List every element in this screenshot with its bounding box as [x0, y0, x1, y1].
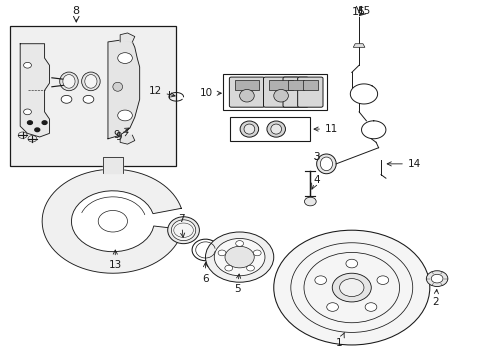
- Ellipse shape: [167, 217, 199, 244]
- Circle shape: [430, 274, 442, 283]
- Circle shape: [23, 62, 31, 68]
- Ellipse shape: [320, 157, 332, 171]
- Circle shape: [224, 265, 232, 271]
- Polygon shape: [42, 169, 183, 273]
- Ellipse shape: [84, 75, 97, 88]
- Circle shape: [304, 197, 316, 206]
- FancyBboxPatch shape: [263, 77, 298, 107]
- Polygon shape: [108, 40, 140, 139]
- Ellipse shape: [273, 89, 288, 102]
- Ellipse shape: [83, 95, 94, 103]
- Circle shape: [339, 279, 363, 297]
- Circle shape: [118, 53, 132, 63]
- Circle shape: [273, 230, 429, 345]
- FancyBboxPatch shape: [283, 77, 308, 107]
- Circle shape: [253, 250, 261, 256]
- Bar: [10, 26, 176, 166]
- Circle shape: [98, 211, 127, 232]
- Text: 7: 7: [178, 215, 184, 237]
- Circle shape: [326, 303, 338, 311]
- Circle shape: [345, 259, 357, 268]
- Text: 9: 9: [113, 128, 129, 140]
- Text: 10: 10: [199, 88, 221, 98]
- Circle shape: [218, 250, 225, 256]
- Ellipse shape: [60, 72, 78, 91]
- Circle shape: [331, 273, 370, 302]
- Circle shape: [27, 121, 32, 125]
- Ellipse shape: [316, 154, 335, 174]
- Ellipse shape: [270, 124, 281, 134]
- Ellipse shape: [240, 121, 258, 137]
- Ellipse shape: [113, 82, 122, 91]
- Text: 3: 3: [313, 152, 319, 162]
- Bar: [302, 80, 318, 90]
- Polygon shape: [20, 44, 49, 137]
- Ellipse shape: [81, 72, 100, 91]
- Text: 13: 13: [108, 250, 122, 270]
- FancyBboxPatch shape: [297, 77, 323, 107]
- Circle shape: [235, 240, 243, 246]
- Circle shape: [314, 276, 326, 284]
- Text: 14: 14: [386, 159, 420, 169]
- Text: 1: 1: [336, 333, 344, 348]
- Ellipse shape: [171, 220, 195, 240]
- Polygon shape: [120, 135, 135, 144]
- Polygon shape: [103, 157, 122, 173]
- Circle shape: [376, 276, 388, 284]
- Text: 15: 15: [357, 6, 370, 17]
- FancyBboxPatch shape: [229, 77, 264, 107]
- Text: 15: 15: [351, 7, 366, 17]
- Ellipse shape: [61, 95, 72, 103]
- Circle shape: [365, 303, 376, 311]
- Text: 12: 12: [148, 86, 175, 97]
- Bar: [287, 80, 303, 90]
- Ellipse shape: [266, 121, 285, 137]
- Bar: [234, 80, 259, 90]
- Polygon shape: [352, 44, 364, 47]
- Text: 8: 8: [73, 6, 80, 17]
- Ellipse shape: [63, 75, 75, 88]
- Circle shape: [246, 265, 254, 271]
- Text: 9: 9: [115, 132, 128, 142]
- Text: 4: 4: [313, 175, 319, 185]
- Circle shape: [42, 121, 47, 125]
- Text: 5: 5: [233, 274, 240, 294]
- Circle shape: [205, 232, 273, 282]
- Text: 11: 11: [313, 124, 338, 134]
- Circle shape: [35, 128, 40, 132]
- Circle shape: [118, 110, 132, 121]
- Text: 2: 2: [431, 289, 438, 307]
- Circle shape: [426, 271, 447, 287]
- Bar: [268, 80, 293, 90]
- Ellipse shape: [244, 124, 254, 134]
- Circle shape: [23, 109, 31, 115]
- Circle shape: [214, 238, 264, 276]
- Circle shape: [224, 246, 254, 268]
- Ellipse shape: [239, 89, 254, 102]
- Bar: [229, 117, 310, 141]
- Polygon shape: [120, 33, 135, 42]
- Text: 6: 6: [202, 262, 208, 284]
- Bar: [222, 74, 327, 110]
